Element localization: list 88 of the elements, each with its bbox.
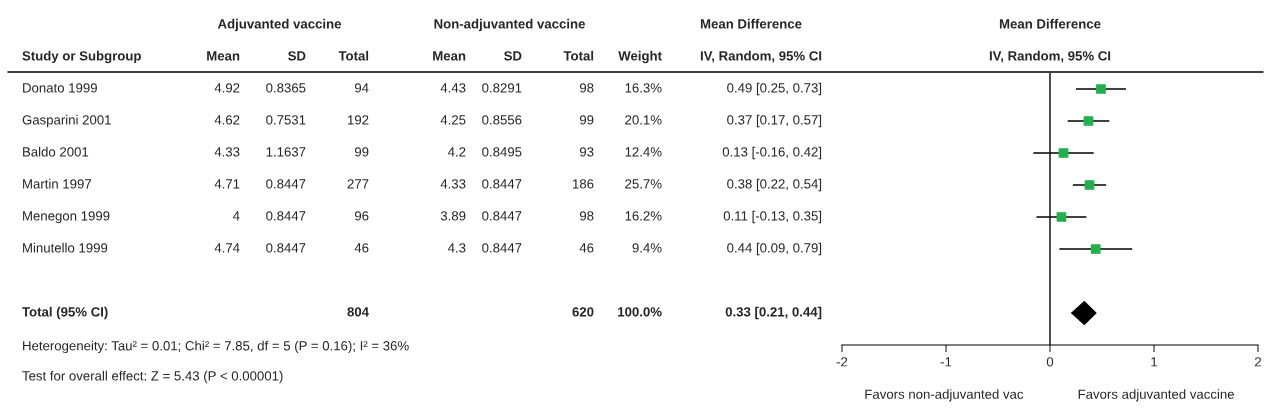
text: Total (95% CI)	[22, 306, 108, 320]
text: Non-adjuvanted vaccine	[434, 18, 585, 32]
x-tick-label: Total	[338, 50, 369, 61]
text: 46	[579, 243, 594, 253]
y-tick-label: Martin 1997	[23, 178, 92, 189]
text: 4	[232, 211, 240, 221]
text: 98	[579, 83, 594, 93]
point	[1056, 212, 1067, 222]
x-tick-label: SD	[288, 51, 306, 61]
text: 0.8365	[266, 83, 306, 93]
text: 0.13 [-0.16, 0.42]	[722, 146, 822, 160]
text: 4.71	[214, 179, 240, 189]
text: 0.49 [0.25, 0.73]	[727, 82, 822, 96]
text: 3.89	[440, 211, 466, 221]
text: 16.3%	[625, 83, 662, 93]
text: Heterogeneity: Tau² = 0.01; Chi² = 7.85, df = 5 (P = 0.16); I² = 36%	[23, 340, 409, 354]
y-tick-label: Baldo 2001	[23, 146, 89, 157]
text: 0.8447	[482, 179, 522, 189]
text: 4.2	[447, 147, 466, 157]
text: Favors adjuvanted vaccine	[1078, 389, 1234, 402]
text: Favors non-adjuvanted vac	[865, 389, 1024, 402]
text: 186	[572, 179, 594, 189]
text: 93	[579, 147, 594, 157]
text: 0.38 [0.22, 0.54]	[727, 178, 822, 192]
x-tick-label: Mean	[433, 51, 466, 61]
point	[1096, 84, 1106, 94]
text: 99	[579, 115, 594, 125]
text: Mean Difference	[700, 18, 802, 29]
text: 4.92	[214, 83, 240, 93]
text: 98	[579, 211, 594, 221]
text: 9.4%	[632, 243, 662, 253]
text: 94	[354, 83, 369, 93]
text: 25.7%	[625, 179, 662, 189]
text: 0.8447	[266, 211, 306, 221]
text: 99	[354, 147, 369, 157]
text: 0.11 [-0.13, 0.35]	[723, 210, 822, 224]
y-tick-label: Donato 1999	[23, 83, 97, 93]
text: 4.74	[214, 243, 240, 253]
x-tick-label: Mean	[207, 51, 240, 61]
x-tick-label: 1	[1151, 357, 1158, 367]
text: 620	[572, 307, 594, 317]
text: 0.37 [0.17, 0.57]	[727, 114, 822, 128]
text: Test for overall effect: Z = 5.43 (P < 0.00001)	[22, 370, 283, 384]
text: 0.33 [0.21, 0.44]	[725, 306, 822, 320]
text: 100.0%	[618, 307, 662, 317]
text: 804	[347, 307, 369, 317]
text: 0.8291	[482, 83, 522, 93]
y-tick-label: Minutello 1999	[23, 242, 108, 253]
point	[1084, 180, 1095, 190]
y-axis-title: Study or Subgroup	[22, 50, 141, 64]
text: 96	[354, 211, 369, 221]
text: 46	[354, 243, 369, 253]
text: 4.33	[214, 147, 240, 157]
text: 12.4%	[625, 147, 662, 157]
text: 4.25	[440, 115, 466, 125]
point	[1071, 301, 1097, 325]
text: 0.7531	[266, 115, 306, 125]
text: 192	[347, 115, 369, 125]
x-tick-label: IV, Random, 95% CI	[700, 50, 822, 63]
point	[1058, 148, 1069, 158]
y-tick-label: Gasparini 2001	[22, 114, 111, 128]
chart-title: Mean Difference	[999, 18, 1101, 29]
x-tick-label: -1	[940, 357, 952, 367]
x-tick-label: Total	[563, 50, 594, 61]
text: 0.8447	[482, 211, 522, 221]
x-tick-label: SD	[504, 51, 522, 61]
x-tick-label: 0	[1046, 357, 1054, 367]
text: 0.8447	[482, 243, 522, 253]
text: 1.1637	[266, 147, 306, 157]
text: 4.43	[440, 83, 466, 93]
x-tick-label: Weight	[618, 50, 662, 64]
point	[1083, 116, 1094, 126]
text: 4.33	[440, 179, 466, 189]
text: 0.8447	[266, 243, 306, 253]
text: 16.2%	[625, 211, 662, 221]
text: 4.62	[214, 115, 240, 125]
point	[1090, 244, 1101, 254]
text: 0.44 [0.09, 0.79]	[727, 242, 822, 256]
x-tick-label: 2	[1255, 357, 1262, 367]
text: 4.3	[447, 243, 466, 253]
text: Adjuvanted vaccine	[217, 18, 342, 32]
y-tick-label: Menegon 1999	[23, 211, 110, 224]
text: 20.1%	[625, 115, 662, 125]
text: 0.8556	[482, 115, 522, 125]
text: 0.8447	[266, 179, 306, 189]
text: 277	[347, 179, 369, 189]
text: 0.8495	[482, 147, 522, 157]
x-tick-label: -2	[836, 357, 848, 367]
